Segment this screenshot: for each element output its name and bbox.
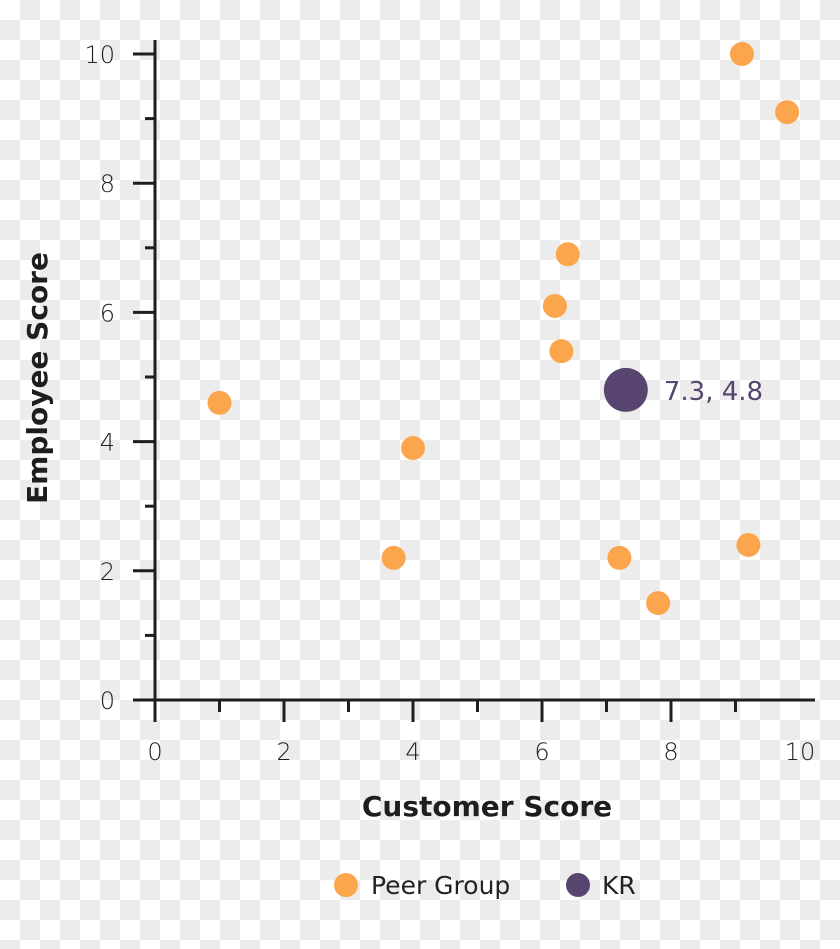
peer-group-point (542, 293, 567, 318)
peer-group-point (549, 339, 574, 364)
peer-group-point (207, 390, 232, 415)
y-tick-label: 2 (100, 558, 115, 586)
peer-group-point (401, 436, 425, 461)
legend-swatch-kr (566, 873, 590, 897)
legend: Peer Group KR (334, 871, 636, 900)
x-tick-label: 6 (534, 738, 549, 766)
x-tick-label: 4 (405, 738, 420, 766)
x-tick-label: 8 (663, 738, 678, 766)
kr-point (603, 367, 648, 412)
y-tick-label: 10 (84, 41, 115, 69)
axes: 0 2 4 6 8 10 0 2 4 6 8 10 (84, 40, 815, 766)
x-axis-title: Customer Score (362, 790, 612, 823)
peer-group-point (646, 591, 671, 616)
y-axis-title: Employee Score (21, 252, 54, 504)
peer-group-point (381, 545, 406, 570)
peer-group-point (729, 42, 754, 66)
y-tick-label: 6 (100, 299, 115, 327)
x-tick-label: 10 (785, 738, 816, 766)
legend-label: KR (602, 871, 636, 900)
peer-group-point (607, 545, 632, 570)
y-tick-label: 0 (100, 687, 115, 715)
kr-point-label: 7.3, 4.8 (664, 377, 763, 407)
data-points: 7.3, 4.8 (207, 42, 800, 616)
peer-group-point (555, 242, 580, 267)
x-tick-label: 0 (147, 738, 162, 766)
x-tick-label: 2 (276, 738, 291, 766)
peer-group-point (736, 532, 761, 557)
y-tick-label: 8 (100, 170, 115, 198)
peer-group-point (775, 100, 800, 125)
legend-label: Peer Group (371, 871, 510, 900)
y-tick-label: 4 (100, 429, 115, 457)
legend-swatch-peer-group (334, 873, 358, 897)
